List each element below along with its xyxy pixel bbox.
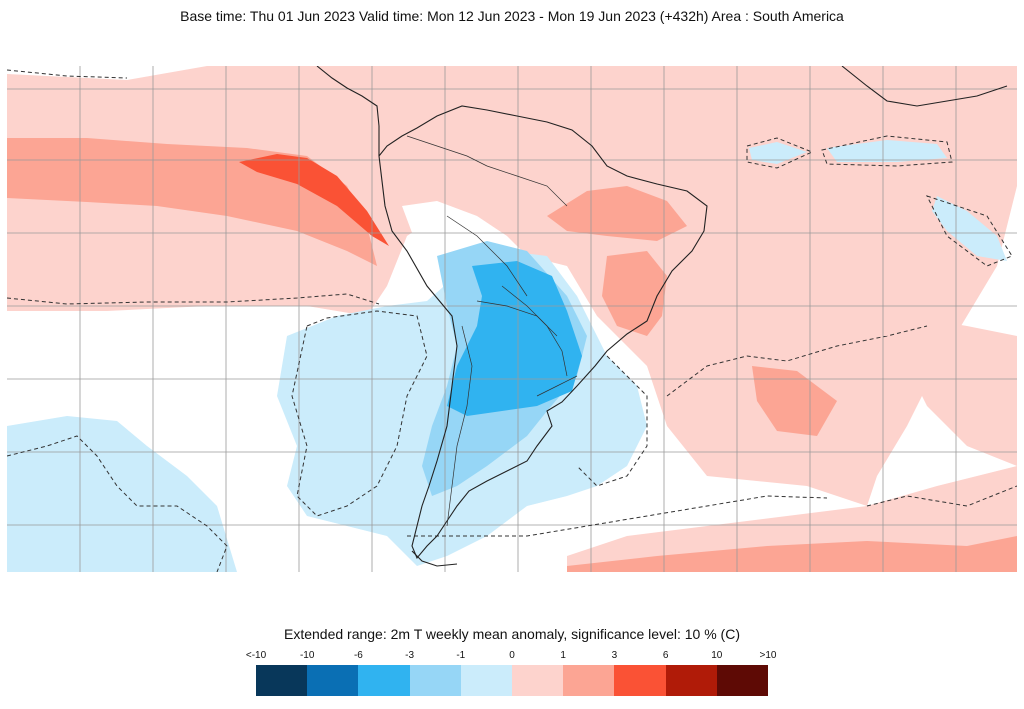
warm-anomaly-region-ne-brazil xyxy=(547,186,687,241)
warm-anomaly-band-south xyxy=(567,536,1017,572)
colorbar-swatch xyxy=(409,665,461,696)
colorbar-swatch xyxy=(614,665,666,696)
colorbar-tick-label: -3 xyxy=(405,650,415,661)
south-america-coastline xyxy=(378,105,708,560)
country-borders xyxy=(406,135,578,527)
colorbar-swatch xyxy=(665,665,717,696)
cool-anomaly-patch-atlantic-1 xyxy=(749,142,807,164)
caribbean-islands-coastline xyxy=(841,66,1008,107)
colorbar xyxy=(256,665,769,696)
warm-anomaly-region-east xyxy=(907,316,1017,466)
colorbar-swatch xyxy=(563,665,615,696)
coastlines xyxy=(316,66,1008,567)
gridlines xyxy=(7,66,1017,572)
colorbar-tick-label: -10 xyxy=(299,650,315,661)
warm-anomaly-core-pacific xyxy=(239,154,389,246)
anomaly-map-svg xyxy=(7,66,1017,572)
colorbar-swatch xyxy=(358,665,410,696)
map-caption: Extended range: 2m T weekly mean anomaly… xyxy=(283,626,740,642)
significance-contours xyxy=(7,69,1017,572)
colorbar-tick-label: >10 xyxy=(759,650,777,661)
colorbar-swatch xyxy=(307,665,359,696)
cool-anomaly-core-argentina xyxy=(447,261,582,416)
colorbar-tick-labels: <-10 -10 -6 -3 -1 0 1 3 6 10 >10 xyxy=(246,650,777,664)
south-tip-coastline xyxy=(411,550,458,567)
map-title: Base time: Thu 01 Jun 2023 Valid time: M… xyxy=(180,8,844,24)
colorbar-tick-label: <-10 xyxy=(245,650,267,661)
cool-anomaly-patch-atlantic-2 xyxy=(827,140,947,162)
warm-anomaly-spot-atlantic xyxy=(752,366,837,436)
cool-anomaly-patch-atlantic-3 xyxy=(932,196,1007,261)
cool-anomaly-region-south-pacific xyxy=(7,416,237,572)
central-america-coastline xyxy=(316,66,380,156)
colorbar-tick-label: 0 xyxy=(509,650,515,661)
colorbar-swatch xyxy=(716,665,769,696)
colorbar-swatch xyxy=(256,665,308,696)
colorbar-tick-label: 10 xyxy=(711,650,723,661)
colorbar-tick-label: 1 xyxy=(560,650,566,661)
colorbar-swatch xyxy=(460,665,513,696)
colorbar-tick-label: 6 xyxy=(662,650,669,661)
warm-anomaly-region-se-brazil xyxy=(602,251,667,336)
colorbar-tick-label: 3 xyxy=(611,650,618,661)
anomaly-map xyxy=(7,66,1017,572)
colorbar-swatch xyxy=(512,665,564,696)
colorbar-tick-label: -6 xyxy=(353,650,363,661)
colorbar-tick-label: -1 xyxy=(456,650,466,661)
